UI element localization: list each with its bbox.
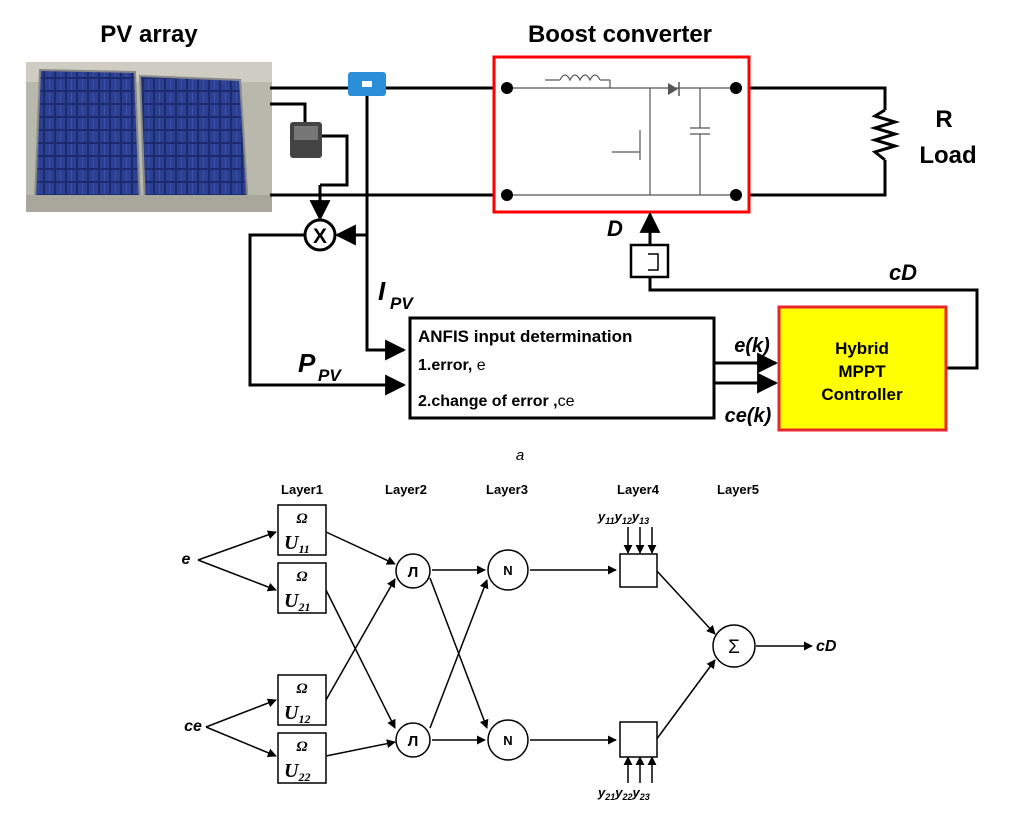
product-node-top: Л (395, 553, 431, 589)
boost-converter-block (492, 55, 751, 214)
ppv-label: P PV (298, 348, 342, 385)
power-wires (270, 86, 887, 197)
load-resistor-icon (869, 108, 901, 162)
anfis-line2: 2.change of error ,ce (418, 393, 575, 410)
svg-text:I: I (378, 276, 386, 306)
svg-text:PV: PV (390, 294, 414, 313)
mf-box-u12: Ω U12 (277, 674, 327, 726)
svg-text:N: N (503, 563, 512, 578)
svg-text:PV: PV (318, 366, 342, 385)
mf-box-u21: Ω U21 (277, 562, 327, 614)
gate-driver-icon (629, 243, 670, 279)
layer-header: Layer3 (486, 482, 528, 497)
hybrid-mppt-controller-block: Hybrid MPPT Controller (777, 305, 948, 432)
cd-label-top: cD (889, 260, 917, 285)
boost-converter-title: Boost converter (528, 21, 712, 48)
input-ce: ce (184, 718, 202, 735)
part-a-system: PV array Boost converter (26, 21, 979, 464)
layer-header: Layer2 (385, 482, 427, 497)
layer-headers: Layer1 Layer2 Layer3 Layer4 Layer5 (281, 482, 759, 497)
input-e: e (182, 551, 191, 568)
multiplier-block: X (303, 218, 337, 252)
svg-text:U22: U22 (284, 760, 310, 784)
summation-node: Σ (712, 624, 756, 668)
svg-text:Л: Л (408, 733, 419, 750)
svg-text:Ω: Ω (296, 681, 307, 697)
norm-node-top: N (487, 549, 529, 591)
voltage-sensor-icon (290, 122, 322, 158)
anfis-line1: 1.error, e (418, 357, 486, 374)
consequent-node-top (619, 553, 658, 588)
caption-a: a (516, 447, 524, 464)
ipv-label: I PV (378, 276, 414, 313)
current-sensor-icon (348, 72, 386, 96)
cek-label: ce(k) (725, 405, 772, 427)
svg-text:N: N (503, 733, 512, 748)
layer-header: Layer4 (617, 482, 660, 497)
product-node-bottom: Л (395, 722, 431, 758)
mf-box-u22: Ω U22 (277, 732, 327, 784)
load-label: Load (919, 142, 976, 169)
pv-array-title: PV array (100, 21, 198, 48)
y-bottom-params: y21y22y23 (597, 785, 650, 802)
pv-panel-image (26, 62, 272, 212)
output-cd: cD (816, 638, 837, 655)
svg-text:Σ: Σ (728, 637, 740, 658)
svg-text:U11: U11 (284, 532, 310, 556)
svg-text:Ω: Ω (296, 569, 307, 585)
norm-node-bottom: N (487, 719, 529, 761)
load-r-label: R (935, 106, 952, 133)
svg-text:Л: Л (408, 564, 419, 581)
controller-line1: Hybrid (835, 339, 889, 358)
part-b-anfis-network: Layer1 Layer2 Layer3 Layer4 Layer5 e ce (182, 482, 837, 802)
ek-label: e(k) (734, 335, 770, 357)
anfis-input-block: ANFIS input determination 1.error, e 2.c… (408, 316, 716, 420)
mf-box-u11: Ω U11 (277, 504, 327, 556)
controller-line3: Controller (821, 385, 903, 404)
svg-text:U12: U12 (284, 702, 310, 726)
anfis-title: ANFIS input determination (418, 327, 632, 346)
multiplier-symbol: X (313, 225, 327, 248)
layer-header: Layer5 (717, 482, 759, 497)
signal-wires (248, 96, 979, 396)
duty-cycle-label: D (607, 216, 623, 241)
svg-text:P: P (298, 348, 316, 378)
svg-text:U21: U21 (284, 590, 310, 614)
consequent-node-bottom (619, 721, 658, 758)
controller-line2: MPPT (838, 362, 886, 381)
svg-text:Ω: Ω (296, 739, 307, 755)
network-connections (197, 527, 813, 783)
svg-text:Ω: Ω (296, 511, 307, 527)
y-top-params: y11y12y13 (597, 509, 649, 526)
layer-header: Layer1 (281, 482, 323, 497)
